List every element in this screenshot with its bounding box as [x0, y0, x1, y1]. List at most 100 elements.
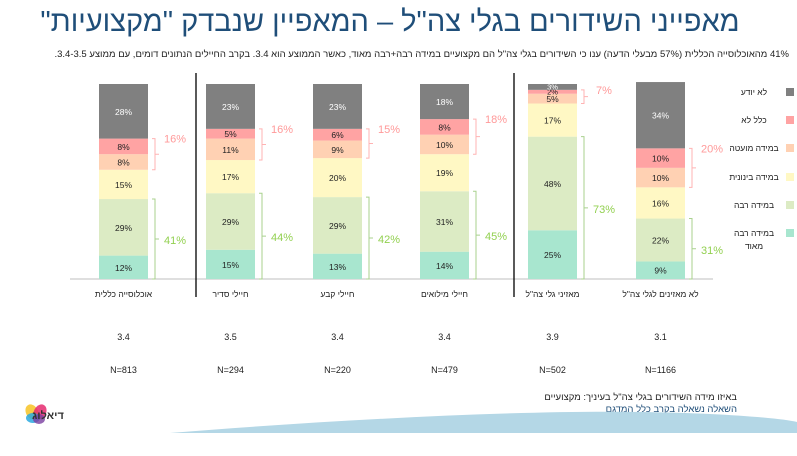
data-label: 19%: [436, 168, 453, 178]
data-label: 9%: [654, 266, 667, 276]
legend-item: כלל לא: [718, 114, 794, 127]
footnote: באיזו מידה השידורים בגלי צה"ל בעיניך: מק…: [544, 392, 737, 416]
legend-label: כלל לא: [741, 115, 767, 125]
data-label: 25%: [544, 250, 561, 260]
bar-segment: [99, 84, 148, 139]
positive-total-label: 45%: [485, 231, 507, 243]
negative-bracket: [259, 128, 266, 161]
negative-bracket: [581, 89, 588, 104]
data-label: 12%: [115, 263, 132, 273]
bar-segment: [206, 160, 255, 194]
data-label: 29%: [222, 217, 239, 227]
data-label: 13%: [329, 262, 346, 272]
negative-total-label: 20%: [701, 143, 723, 155]
sample-size: N=813: [110, 365, 137, 375]
data-label: 5%: [224, 129, 237, 139]
bar-segment: [206, 138, 255, 161]
negative-total-label: 7%: [596, 85, 612, 97]
positive-total-label: 42%: [378, 234, 400, 246]
sample-size: N=479: [431, 365, 458, 375]
legend-item: במידה מועטה: [718, 142, 794, 155]
bar-segment: [99, 138, 148, 155]
category-label: לא מאזינים לגלי צה"ל: [622, 289, 699, 299]
bar-segment: [636, 218, 685, 262]
bar-segment: [313, 158, 362, 198]
bar-segment: [206, 249, 255, 279]
negative-bracket: [473, 118, 480, 155]
data-label: 15%: [115, 180, 132, 190]
bar-segment: [313, 197, 362, 254]
bar-segment: [528, 84, 577, 90]
mean-value: 3.4: [331, 332, 344, 342]
legend-label: במידה רבה מאוד: [733, 228, 775, 251]
data-label: 10%: [436, 140, 453, 150]
category-label: אוכלוסייה כללית: [95, 289, 153, 299]
bar-segment: [206, 128, 255, 139]
data-label: 8%: [117, 158, 130, 168]
sample-size: N=1166: [645, 365, 676, 375]
mean-value: 3.9: [546, 332, 559, 342]
data-label: 29%: [115, 223, 132, 233]
data-label: 29%: [329, 221, 346, 231]
data-label: 6%: [331, 130, 344, 140]
data-label: 18%: [436, 97, 453, 107]
bar-segment: [636, 261, 685, 279]
bar-segment: [528, 136, 577, 231]
data-label: 22%: [652, 236, 669, 246]
positive-bracket: [259, 192, 266, 280]
legend-swatch: [786, 116, 794, 124]
data-label: 5%: [546, 94, 559, 104]
bar-segment: [99, 154, 148, 170]
decorative-wave: [0, 411, 797, 456]
bar-segment: [420, 84, 469, 120]
bar-segment: [528, 103, 577, 137]
data-label: 23%: [329, 102, 346, 112]
bar-segment: [313, 128, 362, 141]
legend-item: במידה רבה: [718, 199, 794, 212]
data-label: 9%: [331, 145, 344, 155]
bar-segment: [420, 251, 469, 279]
data-label: 34%: [652, 111, 669, 121]
data-label: 17%: [544, 116, 561, 126]
data-label: 20%: [329, 173, 346, 183]
positive-bracket: [152, 198, 159, 280]
legend-swatch: [786, 201, 794, 209]
page-title: מאפייני השידורים בגלי צה"ל – המאפיין שנב…: [40, 6, 740, 38]
data-label: 17%: [222, 172, 239, 182]
positive-total-label: 31%: [701, 245, 723, 257]
bar-segment: [313, 140, 362, 159]
negative-bracket: [152, 138, 159, 171]
mean-value: 3.1: [654, 332, 667, 342]
positive-total-label: 41%: [164, 235, 186, 247]
bar-segment: [313, 84, 362, 129]
mean-value: 3.4: [438, 332, 451, 342]
legend-swatch: [786, 88, 794, 96]
bar-segment: [420, 154, 469, 192]
data-label: 10%: [652, 154, 669, 164]
legend-label: לא יודע: [740, 87, 768, 97]
mean-value: 3.5: [224, 332, 237, 342]
data-label: 8%: [438, 122, 451, 132]
data-label: 16%: [652, 198, 669, 208]
sample-size: N=220: [324, 365, 351, 375]
legend-item: במידה בינונית: [718, 171, 794, 184]
logo-text: דיאלוג: [32, 410, 64, 422]
negative-bracket: [689, 147, 696, 188]
bar-segment: [99, 255, 148, 279]
bar-segment: [528, 89, 577, 94]
category-label: מאזיני גלי צה"ל: [525, 289, 579, 299]
category-label: חיילי מילואים: [421, 289, 468, 299]
data-label: 48%: [544, 179, 561, 189]
legend-item: במידה רבה מאוד: [718, 227, 794, 253]
data-label: 8%: [117, 142, 130, 152]
bar-segment: [206, 193, 255, 250]
data-label: 15%: [222, 260, 239, 270]
mean-value: 3.4: [117, 332, 130, 342]
question-text: באיזו מידה השידורים בגלי צה"ל בעיניך: מק…: [544, 392, 737, 403]
legend-label: במידה בינונית: [729, 172, 779, 182]
negative-bracket: [366, 128, 373, 159]
positive-bracket: [473, 190, 480, 280]
bar-segment: [313, 253, 362, 279]
data-label: 3%: [547, 82, 558, 91]
bar-segment: [206, 84, 255, 129]
